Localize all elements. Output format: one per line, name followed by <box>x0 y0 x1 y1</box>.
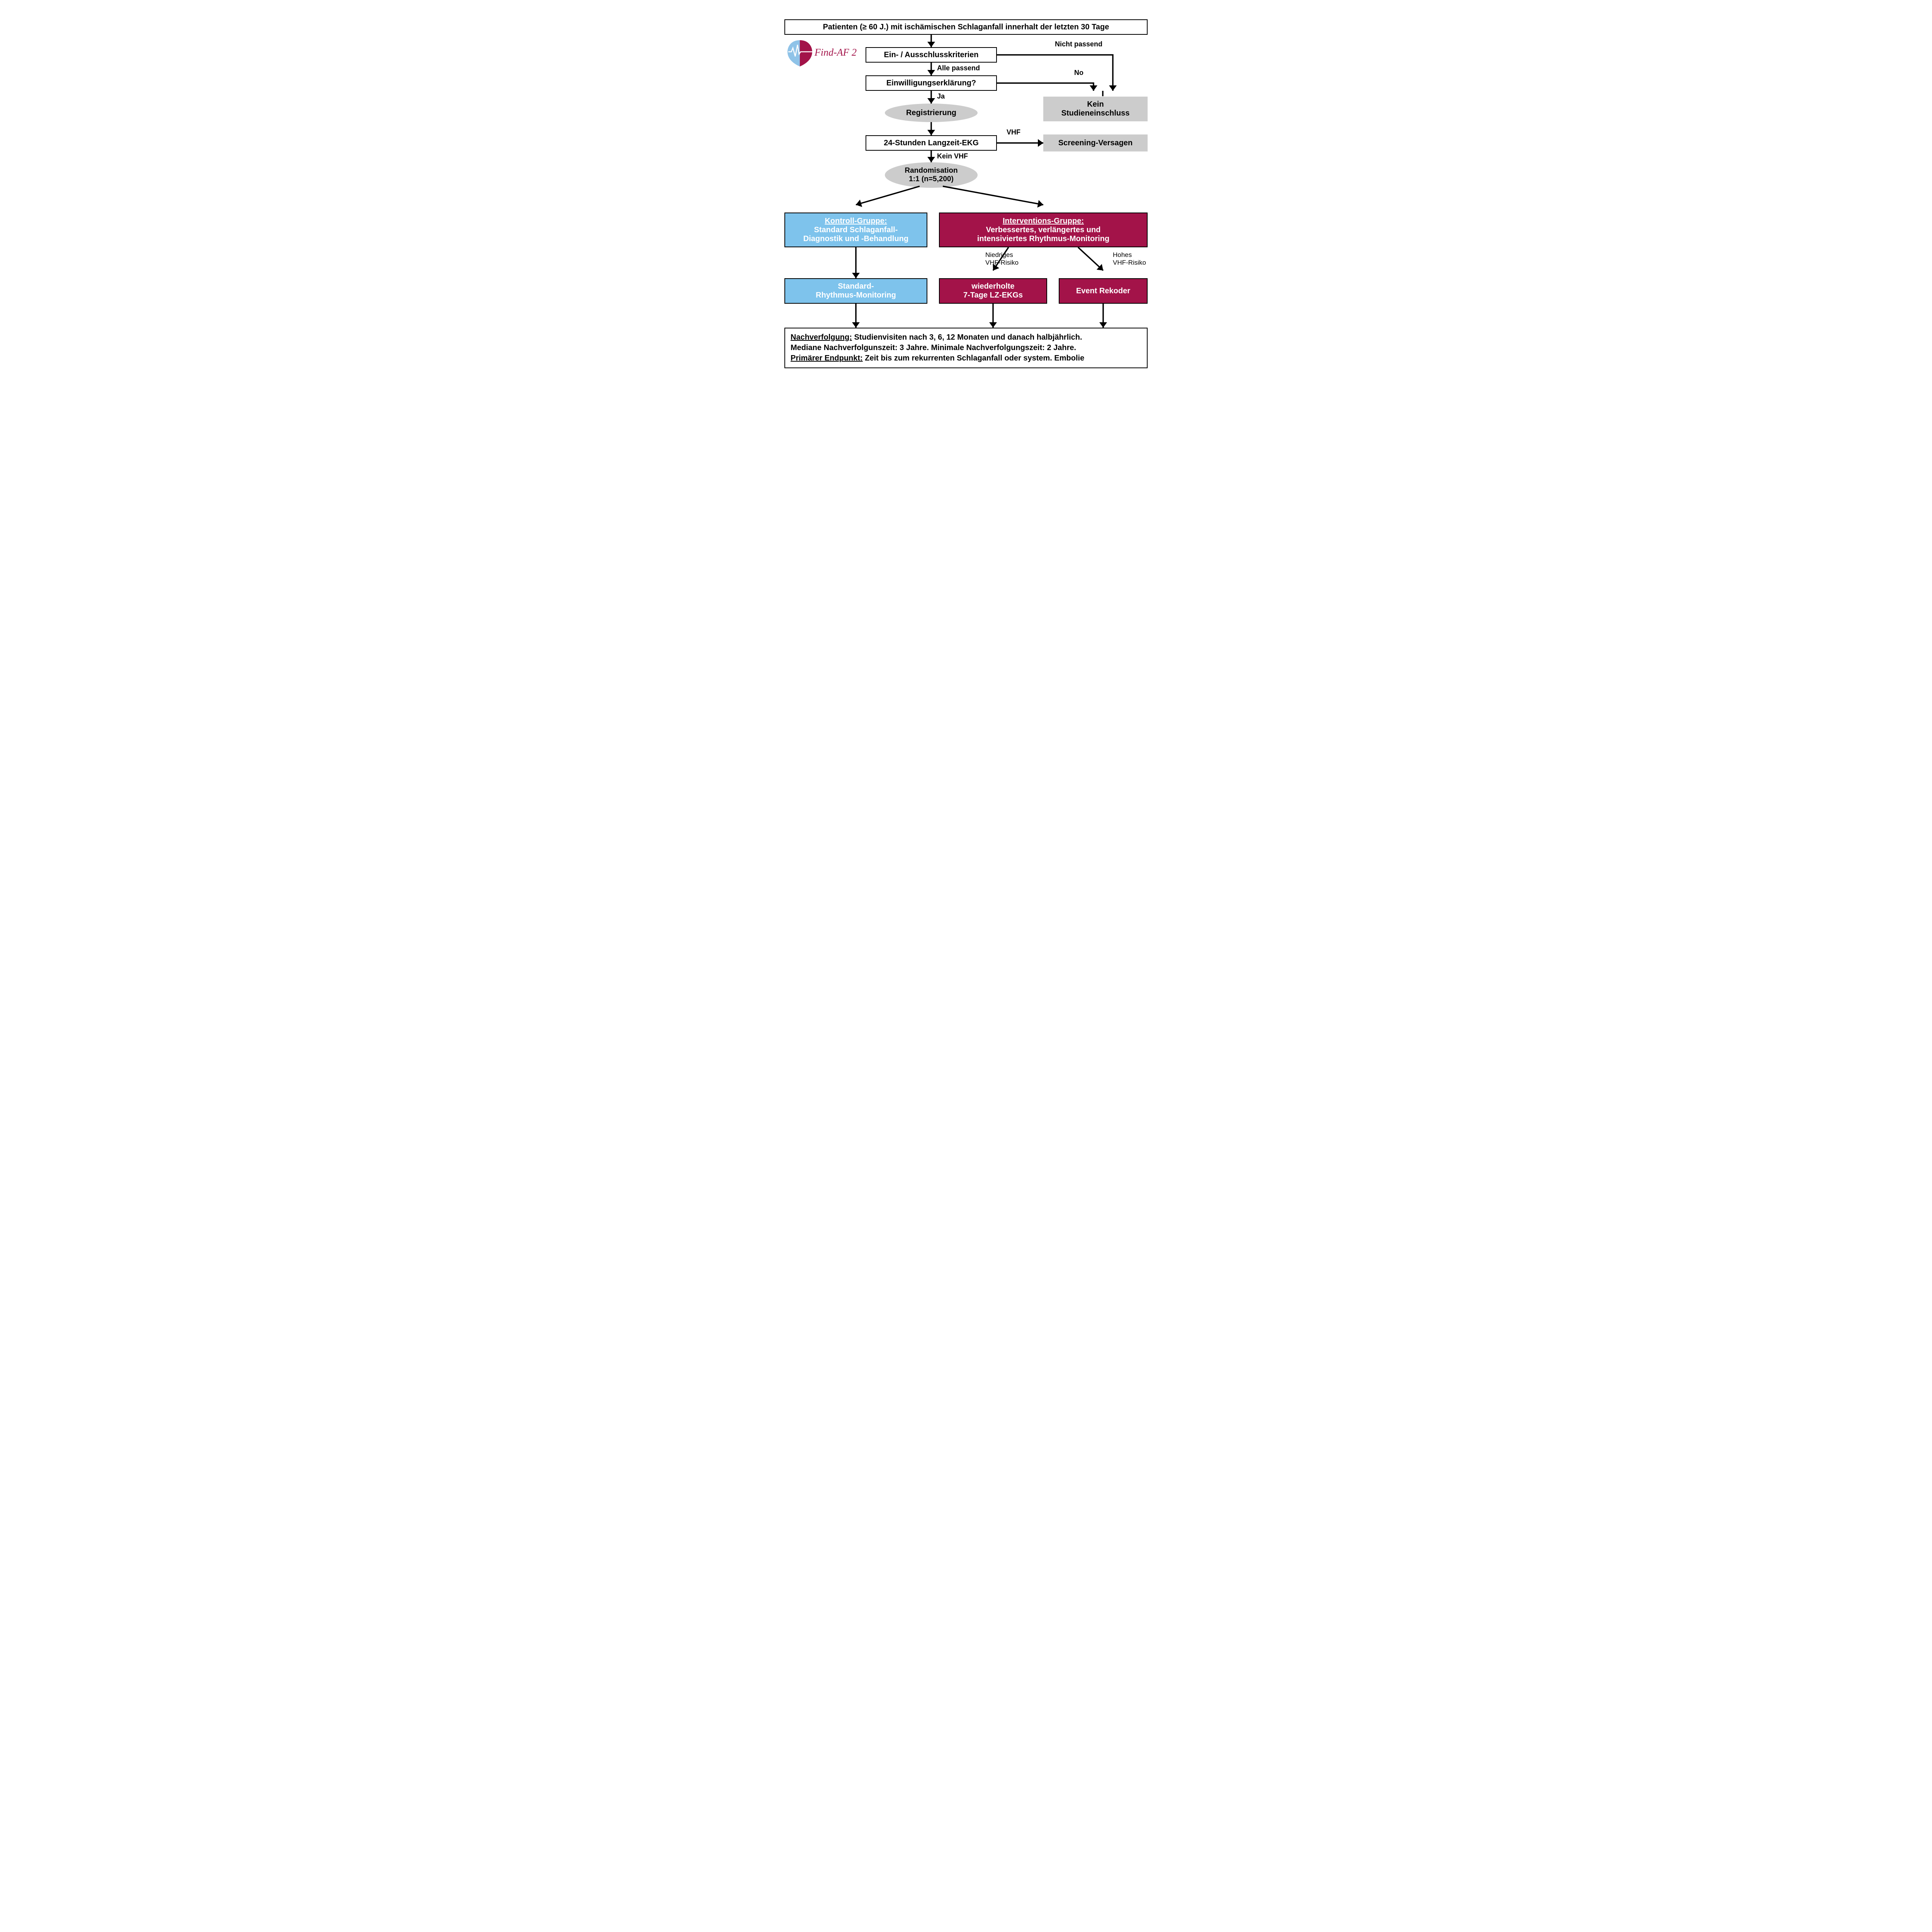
footer-seg3b: Zeit bis zum rekurrenten Schlaganfall od… <box>863 354 1085 362</box>
node-random-l1: Randomisation <box>905 167 957 175</box>
label-hoch: Hohes VHF-Risiko <box>1113 251 1146 266</box>
node-interv-title: Interventions-Gruppe: <box>977 217 1109 226</box>
footer-seg2: Mediane Nachverfolgunszeit: 3 Jahre. Min… <box>791 343 1141 353</box>
node-lzekg: wiederholte 7-Tage LZ-EKGs <box>939 278 1047 304</box>
node-ekg24-text: 24-Stunden Langzeit-EKG <box>884 139 979 148</box>
node-register-text: Registrierung <box>906 109 956 117</box>
node-lzekg-l1: wiederholte <box>963 282 1023 291</box>
node-intervention: Interventions-Gruppe: Verbessertes, verl… <box>939 213 1148 247</box>
node-interv-l2: intensiviertes Rhythmus-Monitoring <box>977 235 1109 243</box>
node-patients: Patienten (≥ 60 J.) mit ischämischen Sch… <box>784 19 1148 35</box>
logo-text: Find-AF 2 <box>814 47 857 58</box>
node-criteria: Ein- / Ausschlusskriterien <box>866 47 997 63</box>
node-footer: Nachverfolgung: Studienvisiten nach 3, 6… <box>784 328 1148 368</box>
label-kein-vhf: Kein VHF <box>937 152 968 160</box>
node-std-monitoring: Standard- Rhythmus-Monitoring <box>784 278 927 304</box>
node-criteria-text: Ein- / Ausschlusskriterien <box>884 51 979 60</box>
label-hoch-l2: VHF-Risiko <box>1113 259 1146 267</box>
node-ekg24: 24-Stunden Langzeit-EKG <box>866 135 997 151</box>
node-exclusion: Kein Studieneinschluss <box>1043 97 1148 121</box>
node-consent: Einwilligungserklärung? <box>866 75 997 91</box>
node-recorder: Event Rekoder <box>1059 278 1148 304</box>
label-vhf: VHF <box>1007 128 1020 136</box>
label-hoch-l1: Hohes <box>1113 251 1146 259</box>
node-patients-text: Patienten (≥ 60 J.) mit ischämischen Sch… <box>823 23 1109 32</box>
footer-seg3a: Primärer Endpunkt: <box>791 354 863 362</box>
node-stdmon-l1: Standard- <box>816 282 896 291</box>
node-register: Registrierung <box>885 104 978 122</box>
node-random: Randomisation 1:1 (n=5,200) <box>885 162 978 188</box>
node-control-title: Kontroll-Gruppe: <box>803 217 908 226</box>
flowchart-container: Find-AF 2 Patienten (≥ 60 J.) mit ischäm… <box>777 15 1155 398</box>
node-control: Kontroll-Gruppe: Standard Schlaganfall- … <box>784 213 927 247</box>
label-niedrig-l1: Niedriges <box>985 251 1019 259</box>
node-consent-text: Einwilligungserklärung? <box>886 79 976 88</box>
node-control-l2: Diagnostik und -Behandlung <box>803 235 908 243</box>
footer-seg1b: Studienvisiten nach 3, 6, 12 Monaten und… <box>852 333 1082 342</box>
label-alle-passend: Alle passend <box>937 64 980 72</box>
node-interv-l1: Verbessertes, verlängertes und <box>977 226 1109 235</box>
label-niedrig: Niedriges VHF-Risiko <box>985 251 1019 266</box>
node-exclusion-l1: Kein <box>1061 100 1130 109</box>
node-control-l1: Standard Schlaganfall- <box>803 226 908 235</box>
node-screenfail-text: Screening-Versagen <box>1058 139 1133 148</box>
find-af2-logo: Find-AF 2 <box>785 38 862 67</box>
node-screenfail: Screening-Versagen <box>1043 134 1148 151</box>
node-lzekg-l2: 7-Tage LZ-EKGs <box>963 291 1023 300</box>
label-nicht-passend: Nicht passend <box>1055 40 1102 48</box>
footer-seg1a: Nachverfolgung: <box>791 333 852 342</box>
node-exclusion-l2: Studieneinschluss <box>1061 109 1130 118</box>
label-ja: Ja <box>937 92 945 100</box>
node-stdmon-l2: Rhythmus-Monitoring <box>816 291 896 300</box>
label-niedrig-l2: VHF-Risiko <box>985 259 1019 267</box>
label-no: No <box>1074 69 1083 77</box>
node-random-l2: 1:1 (n=5,200) <box>905 175 957 184</box>
node-recorder-text: Event Rekoder <box>1076 287 1130 296</box>
